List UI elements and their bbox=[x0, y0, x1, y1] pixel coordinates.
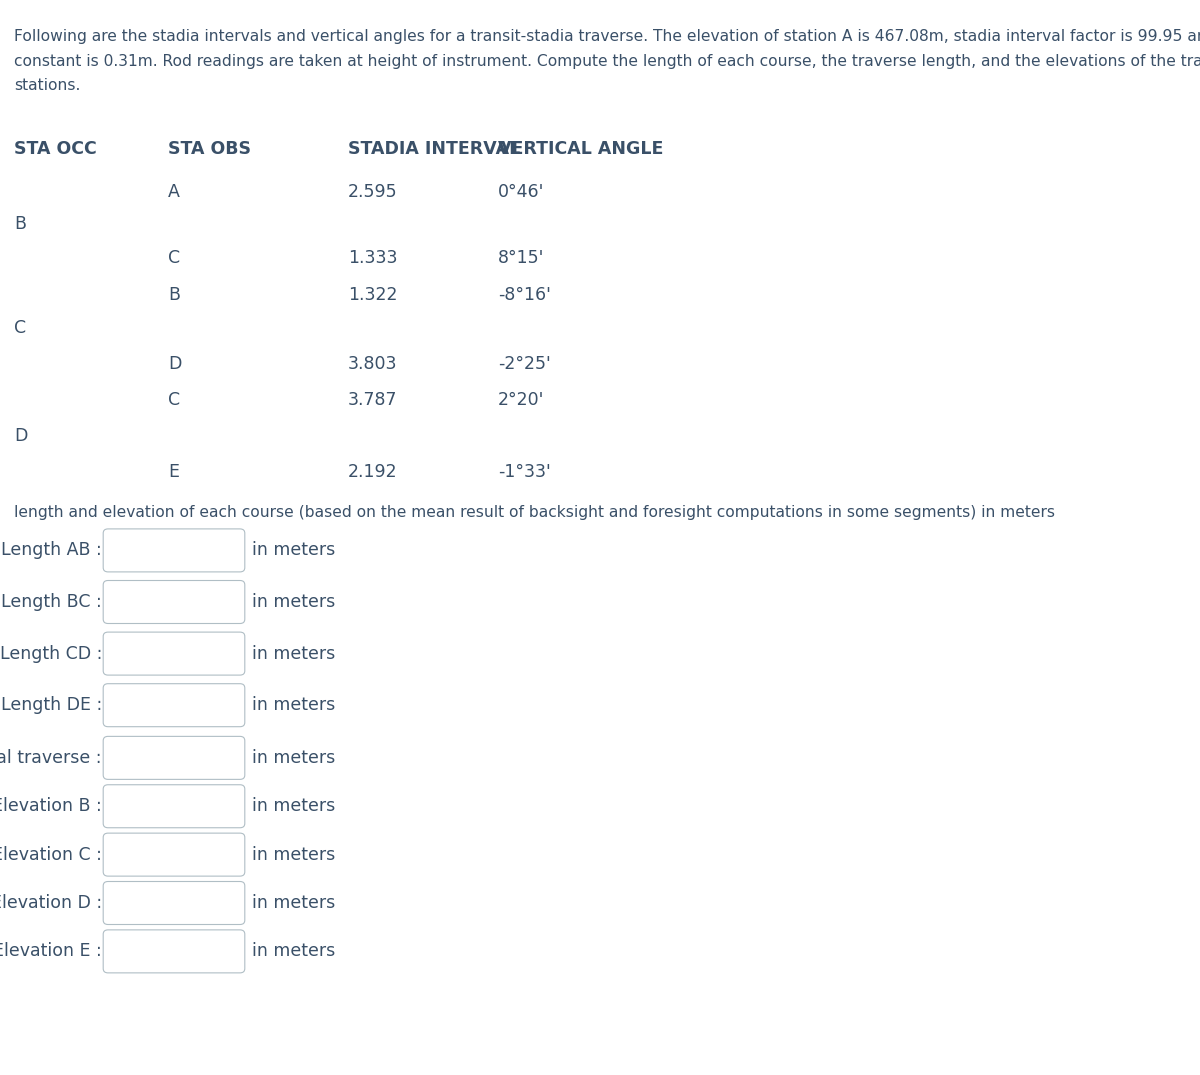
Text: D: D bbox=[14, 427, 28, 445]
Text: D: D bbox=[168, 355, 181, 373]
Text: Total traverse :: Total traverse : bbox=[0, 749, 102, 766]
Text: Length AB :: Length AB : bbox=[1, 542, 102, 559]
Text: 1.322: 1.322 bbox=[348, 286, 397, 304]
Text: in meters: in meters bbox=[252, 645, 335, 662]
Text: -1°33': -1°33' bbox=[498, 463, 551, 482]
Text: C: C bbox=[168, 249, 180, 268]
FancyBboxPatch shape bbox=[103, 785, 245, 828]
FancyBboxPatch shape bbox=[103, 736, 245, 779]
Text: 2.192: 2.192 bbox=[348, 463, 397, 482]
Text: 1.333: 1.333 bbox=[348, 249, 397, 268]
Text: -2°25': -2°25' bbox=[498, 355, 551, 373]
FancyBboxPatch shape bbox=[103, 930, 245, 973]
Text: 2.595: 2.595 bbox=[348, 183, 397, 201]
Text: Elevation D :: Elevation D : bbox=[0, 894, 102, 912]
Text: Following are the stadia intervals and vertical angles for a transit-stadia trav: Following are the stadia intervals and v… bbox=[14, 29, 1200, 44]
Text: Length BC :: Length BC : bbox=[1, 593, 102, 611]
Text: in meters: in meters bbox=[252, 593, 335, 611]
Text: in meters: in meters bbox=[252, 894, 335, 912]
Text: STA OBS: STA OBS bbox=[168, 140, 251, 158]
Text: Length CD :: Length CD : bbox=[0, 645, 102, 662]
FancyBboxPatch shape bbox=[103, 684, 245, 727]
FancyBboxPatch shape bbox=[103, 833, 245, 876]
Text: A: A bbox=[168, 183, 180, 201]
Text: 3.787: 3.787 bbox=[348, 391, 397, 410]
Text: in meters: in meters bbox=[252, 749, 335, 766]
Text: Length DE :: Length DE : bbox=[1, 697, 102, 714]
Text: 8°15': 8°15' bbox=[498, 249, 545, 268]
Text: in meters: in meters bbox=[252, 943, 335, 960]
Text: B: B bbox=[14, 215, 26, 233]
Text: C: C bbox=[168, 391, 180, 410]
Text: 2°20': 2°20' bbox=[498, 391, 545, 410]
Text: Elevation B :: Elevation B : bbox=[0, 798, 102, 815]
Text: C: C bbox=[14, 319, 26, 338]
FancyBboxPatch shape bbox=[103, 882, 245, 924]
Text: 0°46': 0°46' bbox=[498, 183, 545, 201]
Text: 3.803: 3.803 bbox=[348, 355, 397, 373]
Text: Elevation E :: Elevation E : bbox=[0, 943, 102, 960]
Text: -8°16': -8°16' bbox=[498, 286, 551, 304]
Text: B: B bbox=[168, 286, 180, 304]
Text: in meters: in meters bbox=[252, 846, 335, 863]
Text: in meters: in meters bbox=[252, 542, 335, 559]
Text: VERTICAL ANGLE: VERTICAL ANGLE bbox=[498, 140, 664, 158]
FancyBboxPatch shape bbox=[103, 580, 245, 623]
Text: in meters: in meters bbox=[252, 798, 335, 815]
Text: length and elevation of each course (based on the mean result of backsight and f: length and elevation of each course (bas… bbox=[14, 505, 1056, 520]
Text: STA OCC: STA OCC bbox=[14, 140, 97, 158]
Text: in meters: in meters bbox=[252, 697, 335, 714]
Text: E: E bbox=[168, 463, 179, 482]
Text: Elevation C :: Elevation C : bbox=[0, 846, 102, 863]
FancyBboxPatch shape bbox=[103, 529, 245, 572]
Text: STADIA INTERVAL: STADIA INTERVAL bbox=[348, 140, 521, 158]
Text: constant is 0.31m. Rod readings are taken at height of instrument. Compute the l: constant is 0.31m. Rod readings are take… bbox=[14, 54, 1200, 69]
Text: stations.: stations. bbox=[14, 78, 80, 94]
FancyBboxPatch shape bbox=[103, 632, 245, 675]
